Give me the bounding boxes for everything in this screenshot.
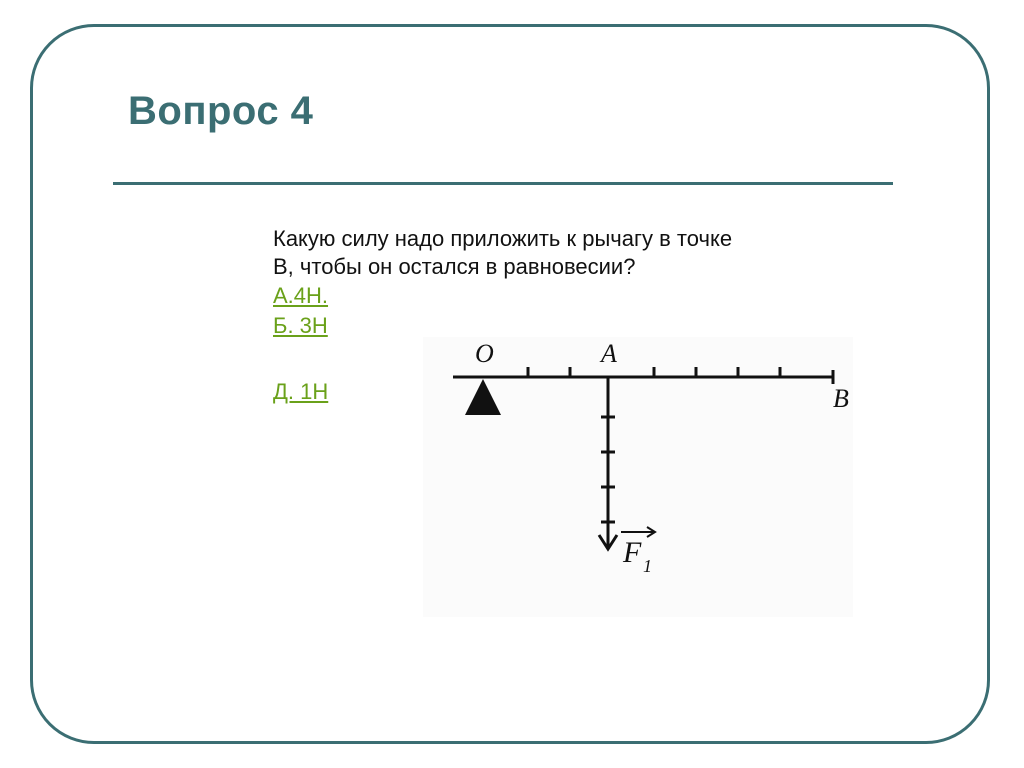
- label-f1-sub: 1: [643, 556, 652, 576]
- divider: [113, 182, 893, 185]
- label-o: O: [475, 339, 494, 368]
- question-block: Какую силу надо приложить к рычагу в точ…: [273, 225, 833, 341]
- answer-a[interactable]: А.4Н.: [273, 281, 328, 311]
- lever-diagram: O A B F 1: [423, 337, 853, 617]
- slide-frame: Вопрос 4 Какую силу надо приложить к рыч…: [30, 24, 990, 744]
- question-line-2: B, чтобы он остался в равновесии?: [273, 254, 635, 279]
- label-f1: F: [622, 536, 642, 569]
- answer-b[interactable]: Б. 3Н: [273, 311, 328, 341]
- label-b: B: [833, 384, 849, 413]
- answer-d[interactable]: Д. 1Н: [273, 377, 328, 407]
- page-title: Вопрос 4: [128, 89, 313, 134]
- label-a: A: [599, 339, 617, 368]
- question-line-1: Какую силу надо приложить к рычагу в точ…: [273, 226, 732, 251]
